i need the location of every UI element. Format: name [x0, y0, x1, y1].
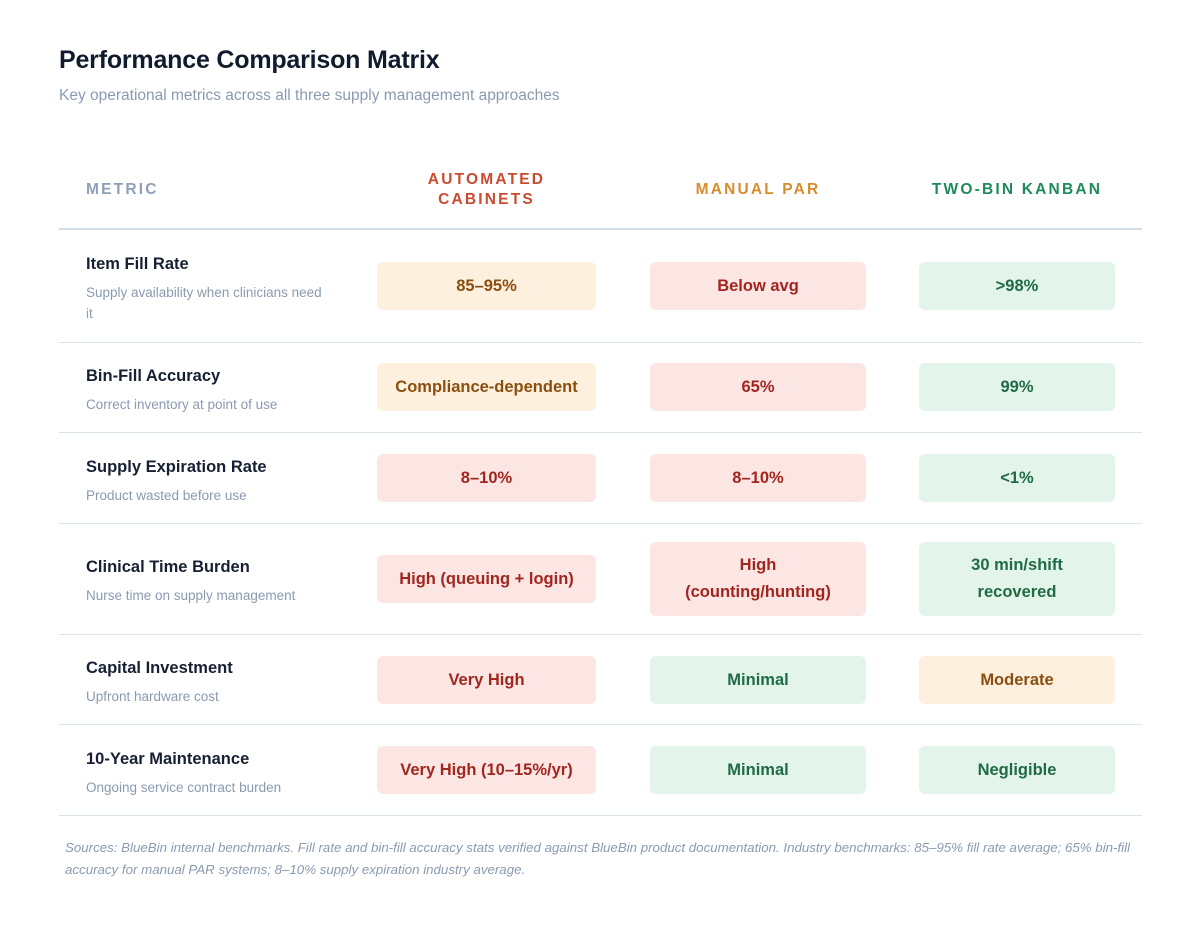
row-divider: [59, 342, 1142, 343]
cell-kanban: >98%: [919, 262, 1115, 310]
metric-description: Supply availability when clinicians need…: [86, 285, 322, 321]
metric-description: Product wasted before use: [86, 488, 247, 503]
metric-name: Item Fill Rate: [86, 255, 189, 273]
page-title: Performance Comparison Matrix: [59, 46, 440, 74]
metric-name: Clinical Time Burden: [86, 558, 250, 576]
cell-kanban: Negligible: [919, 746, 1115, 794]
column-header-automated-cabinets: AUTOMATED CABINETS: [427, 171, 546, 208]
metric-description: Ongoing service contract burden: [86, 780, 282, 795]
column-header-manual-par: MANUAL PAR: [695, 181, 821, 198]
row-divider: [59, 634, 1142, 635]
metric-name: 10-Year Maintenance: [86, 750, 250, 768]
cell-kanban: <1%: [919, 454, 1115, 502]
cell-automated: Compliance-dependent: [377, 363, 596, 411]
cell-manual-par: Minimal: [650, 656, 866, 704]
page-subtitle: Key operational metrics across all three…: [59, 87, 560, 104]
cell-automated: High (queuing + login): [377, 555, 596, 603]
cell-kanban: Moderate: [919, 656, 1115, 704]
metric-name: Bin-Fill Accuracy: [86, 367, 221, 385]
metric-name: Capital Investment: [86, 659, 233, 677]
cell-manual-par: High (counting/hunting): [650, 542, 866, 616]
cell-manual-par: 8–10%: [650, 454, 866, 502]
cell-automated: Very High: [377, 656, 596, 704]
metric-description: Nurse time on supply management: [86, 588, 296, 603]
column-header-two-bin-kanban: TWO-BIN KANBAN: [931, 181, 1103, 198]
row-divider: [59, 432, 1142, 433]
metric-description: Correct inventory at point of use: [86, 397, 278, 412]
row-divider: [59, 815, 1142, 816]
metric-description: Upfront hardware cost: [86, 689, 219, 704]
metric-name: Supply Expiration Rate: [86, 458, 267, 476]
cell-kanban: 30 min/shift recovered: [919, 542, 1115, 616]
header-divider: [59, 228, 1142, 230]
row-divider: [59, 523, 1142, 524]
column-header-metric: METRIC: [86, 181, 159, 198]
sources-note: Sources: BlueBin internal benchmarks. Fi…: [65, 840, 1131, 877]
cell-manual-par: Below avg: [650, 262, 866, 310]
cell-kanban: 99%: [919, 363, 1115, 411]
cell-manual-par: Minimal: [650, 746, 866, 794]
row-divider: [59, 724, 1142, 725]
cell-automated: 8–10%: [377, 454, 596, 502]
cell-automated: Very High (10–15%/yr): [377, 746, 596, 794]
cell-automated: 85–95%: [377, 262, 596, 310]
cell-manual-par: 65%: [650, 363, 866, 411]
